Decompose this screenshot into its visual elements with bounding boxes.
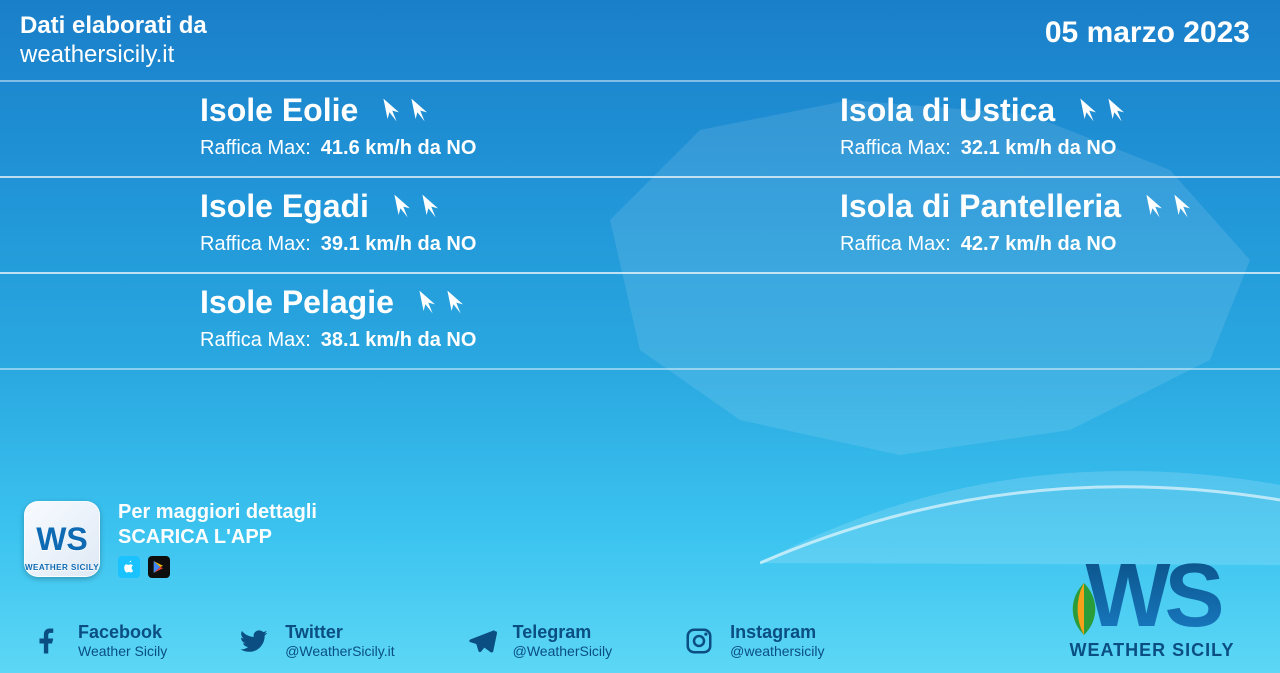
wind-icons bbox=[376, 96, 432, 124]
location-row: Isole Pelagie Raffica Max: 38.1 km/h da NO bbox=[0, 272, 1280, 370]
appstore-icon[interactable] bbox=[118, 556, 140, 578]
social-name: Twitter bbox=[285, 622, 394, 643]
social-instagram[interactable]: Instagram@weathersicily bbox=[682, 622, 824, 659]
gust-label: Raffica Max: bbox=[200, 329, 311, 351]
facebook-icon bbox=[30, 624, 64, 658]
gust-label: Raffica Max: bbox=[200, 137, 311, 159]
social-name: Instagram bbox=[730, 622, 824, 643]
location-name: Isole Egadi bbox=[200, 188, 369, 225]
gust-line: Raffica Max: 32.1 km/h da NO bbox=[840, 137, 1280, 160]
gust-value: 32.1 km/h da NO bbox=[961, 137, 1117, 159]
gust-label: Raffica Max: bbox=[840, 137, 951, 159]
wind-arrow-icon bbox=[1101, 96, 1129, 124]
wind-arrow-icon bbox=[440, 288, 468, 316]
social-twitter[interactable]: Twitter@WeatherSicily.it bbox=[237, 622, 394, 659]
gust-label: Raffica Max: bbox=[200, 233, 311, 255]
gust-value: 38.1 km/h da NO bbox=[321, 329, 477, 351]
locations-grid: Isole EolieRaffica Max:41.6 km/h da NOIs… bbox=[0, 80, 1280, 370]
app-badge-caption: WEATHER SICILY bbox=[25, 563, 99, 572]
gust-value: 39.1 km/h da NO bbox=[321, 233, 477, 255]
wind-arrow-icon bbox=[404, 96, 432, 124]
wind-icons bbox=[1139, 192, 1195, 220]
social-name: Facebook bbox=[78, 622, 167, 643]
wind-arrow-icon bbox=[376, 96, 404, 124]
wind-icons bbox=[1073, 96, 1129, 124]
social-handle: @weathersicily bbox=[730, 643, 824, 659]
location-name: Isole Eolie bbox=[200, 92, 358, 129]
location-cell: Isole Eolie Raffica Max: 41.6 km/h da NO bbox=[0, 92, 640, 160]
wind-arrow-icon bbox=[415, 192, 443, 220]
app-badge-icon: WS WEATHER SICILY bbox=[24, 501, 100, 577]
location-cell bbox=[640, 284, 1280, 352]
gust-line: Raffica Max: 42.7 km/h da NO bbox=[840, 233, 1280, 256]
social-handle: @WeatherSicily bbox=[513, 643, 613, 659]
social-handle: @WeatherSicily.it bbox=[285, 643, 394, 659]
header-line2: weathersicily.it bbox=[20, 41, 207, 70]
twitter-icon bbox=[237, 624, 271, 658]
location-name: Isola di Ustica bbox=[840, 92, 1055, 129]
header-line1: Dati elaborati da bbox=[20, 12, 207, 41]
header-date: 05 marzo 2023 bbox=[1045, 16, 1250, 50]
app-badge-text: WS bbox=[36, 521, 88, 558]
location-row: Isole EgadiRaffica Max:39.1 km/h da NOIs… bbox=[0, 176, 1280, 274]
social-handle: Weather Sicily bbox=[78, 643, 167, 659]
brand-logo: WS WEATHER SICILY bbox=[1052, 545, 1252, 661]
gust-label: Raffica Max: bbox=[840, 233, 951, 255]
social-telegram[interactable]: Telegram@WeatherSicily bbox=[465, 622, 613, 659]
playstore-icon[interactable] bbox=[148, 556, 170, 578]
brand-logo-text: WS bbox=[1052, 545, 1252, 648]
location-cell: Isola di Pantelleria Raffica Max: 42.7 km/… bbox=[640, 188, 1280, 256]
location-cell: Isole Pelagie Raffica Max: 38.1 km/h da NO bbox=[0, 284, 640, 352]
location-name: Isola di Pantelleria bbox=[840, 188, 1121, 225]
social-facebook[interactable]: FacebookWeather Sicily bbox=[30, 622, 167, 659]
wind-arrow-icon bbox=[1167, 192, 1195, 220]
location-name: Isole Pelagie bbox=[200, 284, 394, 321]
app-promo-line1: Per maggiori dettagli bbox=[118, 500, 317, 525]
social-links: FacebookWeather SicilyTwitter@WeatherSic… bbox=[30, 622, 825, 659]
location-row: Isole EolieRaffica Max:41.6 km/h da NOIs… bbox=[0, 80, 1280, 178]
footer: WS WEATHER SICILY Per maggiori dettagli … bbox=[0, 488, 1280, 673]
gust-line: Raffica Max: 39.1 km/h da NO bbox=[200, 233, 640, 256]
gust-value: 42.7 km/h da NO bbox=[961, 233, 1117, 255]
gust-line: Raffica Max: 41.6 km/h da NO bbox=[200, 137, 640, 160]
instagram-icon bbox=[682, 624, 716, 658]
wind-arrow-icon bbox=[1073, 96, 1101, 124]
gust-line: Raffica Max: 38.1 km/h da NO bbox=[200, 329, 640, 352]
header-source: Dati elaborati da weathersicily.it bbox=[20, 12, 207, 70]
wind-arrow-icon bbox=[412, 288, 440, 316]
leaf-icon bbox=[1066, 583, 1102, 635]
wind-arrow-icon bbox=[1139, 192, 1167, 220]
wind-icons bbox=[387, 192, 443, 220]
telegram-icon bbox=[465, 624, 499, 658]
wind-arrow-icon bbox=[387, 192, 415, 220]
location-cell: Isola di Ustica Raffica Max: 32.1 km/h da … bbox=[640, 92, 1280, 160]
gust-value: 41.6 km/h da NO bbox=[321, 137, 477, 159]
app-promo-line2: SCARICA L'APP bbox=[118, 525, 317, 550]
wind-icons bbox=[412, 288, 468, 316]
app-promo: WS WEATHER SICILY Per maggiori dettagli … bbox=[24, 500, 317, 578]
header: Dati elaborati da weathersicily.it 05 ma… bbox=[0, 0, 1280, 74]
location-cell: Isole Egadi Raffica Max: 39.1 km/h da NO bbox=[0, 188, 640, 256]
social-name: Telegram bbox=[513, 622, 613, 643]
